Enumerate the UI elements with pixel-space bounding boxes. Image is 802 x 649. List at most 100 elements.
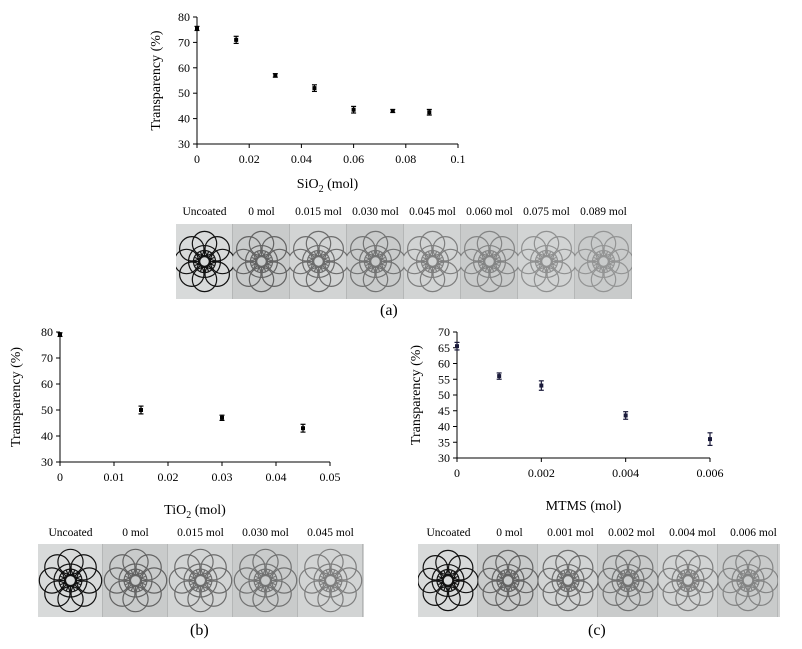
data-point [312, 86, 317, 91]
photo-tile [478, 544, 538, 617]
data-point [497, 374, 502, 379]
photo-label: 0.060 mol [466, 206, 513, 218]
x-tick-label: 0.04 [266, 470, 287, 484]
photo-tile [575, 224, 632, 299]
chart-sio2: 30 40 50 60 70 80 0 0.02 0.04 0.06 0.08 0.1 SiO2 (mo… [149, 10, 466, 195]
x-tick-label: 0.01 [104, 470, 125, 484]
photo-label: 0.015 mol [295, 206, 342, 218]
y-tick-label: 55 [438, 372, 450, 386]
y-tick-label: 40 [438, 420, 450, 434]
y-tick-label: 70 [178, 35, 190, 49]
x-tick-label: 0.02 [158, 470, 179, 484]
y-tick-label: 80 [178, 10, 190, 24]
data-point [351, 107, 356, 112]
caption-b: (b) [190, 622, 209, 639]
x-tick-label: 0.04 [291, 152, 312, 166]
photo-tile [168, 544, 233, 617]
y-tick-label: 30 [438, 451, 450, 465]
x-axis-label: MTMS (mol) [546, 499, 622, 514]
y-tick-label: 70 [41, 351, 53, 365]
y-tick-label: 45 [438, 404, 450, 418]
y-tick-label: 60 [438, 357, 450, 371]
rosette-emblem-icon [575, 230, 632, 293]
rosette-emblem-icon [518, 230, 575, 293]
data-point [58, 332, 62, 337]
rosette-emblem-icon [168, 548, 233, 613]
photo-tile [598, 544, 658, 617]
y-tick-label: 70 [438, 325, 450, 339]
x-tick-label: 0.1 [451, 152, 466, 166]
y-tick-label: 80 [41, 325, 53, 339]
y-tick-label: 60 [178, 61, 190, 75]
data-point [273, 73, 278, 78]
rosette-emblem-icon [418, 549, 478, 612]
x-tick-label: 0.004 [612, 466, 639, 480]
photo-label: 0.075 mol [523, 206, 570, 218]
rosette-emblem-icon [478, 549, 538, 612]
y-tick-label: 40 [178, 112, 190, 126]
data-point [539, 383, 544, 388]
rosette-emblem-icon [658, 549, 718, 612]
data-point [195, 26, 199, 31]
x-tick-label: 0 [454, 466, 460, 480]
photo-labels-b: Uncoated 0 mol 0.015 mol 0.030 mol 0.045 mol [38, 527, 368, 545]
y-tick-label: 50 [178, 86, 190, 100]
x-tick-label: 0.05 [320, 470, 341, 484]
x-tick-label: 0 [57, 470, 63, 484]
photo-label: 0.045 mol [307, 527, 354, 539]
y-axis-label: Transparency (%) [9, 347, 24, 448]
photo-tile [290, 224, 347, 299]
x-tick-label: 0.006 [697, 466, 724, 480]
y-axis-label: Transparency (%) [149, 30, 164, 131]
rosette-emblem-icon [38, 548, 103, 613]
x-tick-label: 0 [194, 152, 200, 166]
rosette-emblem-icon [538, 549, 598, 612]
data-point [390, 108, 395, 113]
photo-label: Uncoated [182, 206, 227, 218]
rosette-emblem-icon [598, 549, 658, 612]
photo-label: 0.045 mol [409, 206, 456, 218]
x-tick-label: 0.02 [239, 152, 260, 166]
rosette-emblem-icon [718, 549, 778, 612]
caption-a: (a) [380, 302, 398, 319]
rosette-emblem-icon [103, 548, 168, 613]
data-point [623, 413, 628, 418]
x-tick-label: 0.08 [395, 152, 416, 166]
data-point [220, 415, 224, 420]
coating-photo-b [38, 544, 364, 617]
photo-tile [298, 544, 363, 617]
photo-label: Uncoated [426, 527, 471, 539]
y-axis-label: Transparency (%) [409, 345, 424, 446]
rosette-emblem-icon [404, 230, 461, 293]
photo-tile [176, 224, 233, 299]
photo-labels-c: Uncoated 0 mol 0.001 mol 0.002 mol 0.004 mol… [418, 527, 798, 545]
photo-tile [658, 544, 718, 617]
photo-tile [233, 224, 290, 299]
photo-label: 0 mol [496, 527, 523, 539]
coating-photo-c [418, 544, 780, 617]
x-tick-label: 0.06 [343, 152, 364, 166]
rosette-emblem-icon [233, 230, 290, 293]
data-point [455, 344, 459, 349]
photo-label: 0.006 mol [730, 527, 777, 539]
photo-tile [404, 224, 461, 299]
coating-photo-a [176, 224, 632, 299]
photo-label: 0.015 mol [177, 527, 224, 539]
photo-tile [103, 544, 168, 617]
x-axis-label: TiO2 (mol) [164, 503, 226, 521]
photo-label: 0 mol [248, 206, 275, 218]
chart-tio2: 30 40 50 60 70 80 0 0.01 0.02 0.03 0.04 0.05 TiO2 (m… [9, 325, 341, 521]
caption-c: (c) [588, 622, 606, 639]
photo-tile [718, 544, 778, 617]
photo-label: 0.030 mol [352, 206, 399, 218]
y-tick-label: 35 [438, 435, 450, 449]
photo-labels-a: Uncoated 0 mol 0.015 mol 0.030 mol 0.045 mol… [176, 206, 636, 224]
y-tick-label: 50 [438, 388, 450, 402]
y-tick-label: 40 [41, 429, 53, 443]
photo-label: 0.004 mol [669, 527, 716, 539]
x-tick-label: 0.002 [528, 466, 555, 480]
y-tick-label: 60 [41, 377, 53, 391]
data-point [234, 37, 239, 42]
photo-label: Uncoated [48, 527, 93, 539]
